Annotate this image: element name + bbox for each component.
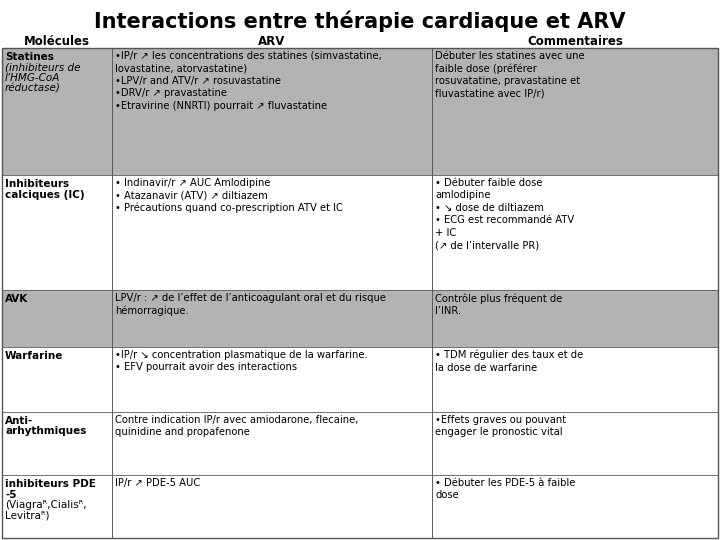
Bar [2, 475, 112, 538]
Text: • Débuter les PDE-5 à faible
dose: • Débuter les PDE-5 à faible dose [435, 478, 575, 501]
Text: Inhibiteurs: Inhibiteurs [5, 179, 69, 189]
Bar [432, 475, 718, 538]
Bar [2, 48, 112, 175]
Text: réductase): réductase) [5, 84, 61, 93]
Text: arhythmiques: arhythmiques [5, 427, 86, 436]
Text: Commentaires: Commentaires [527, 35, 623, 48]
Text: l’HMG-CoA: l’HMG-CoA [5, 73, 60, 83]
Text: (inhibiteurs de: (inhibiteurs de [5, 63, 81, 72]
Text: •IP/r ↗ les concentrations des statines (simvastatine,
lovastatine, atorvastatin: •IP/r ↗ les concentrations des statines … [115, 51, 382, 111]
Bar [432, 412, 718, 475]
Bar [432, 290, 718, 347]
Bar [432, 175, 718, 290]
Text: • Débuter faible dose
amlodipine
• ↘ dose de diltiazem
• ECG est recommandé ATV
: • Débuter faible dose amlodipine • ↘ dos… [435, 178, 575, 250]
Bar [2, 175, 112, 290]
Text: Contre indication IP/r avec amiodarone, flecaine,
quinidine and propafenone: Contre indication IP/r avec amiodarone, … [115, 415, 359, 437]
Text: Anti-: Anti- [5, 416, 33, 426]
Text: Warfarine: Warfarine [5, 351, 63, 361]
Text: Débuter les statines avec une
faible dose (préférer
rosuvatatine, pravastatine e: Débuter les statines avec une faible dos… [435, 51, 585, 99]
Bar [432, 48, 718, 175]
Bar [112, 347, 432, 412]
Text: inhibiteurs PDE: inhibiteurs PDE [5, 479, 96, 489]
Text: IP/r ↗ PDE-5 AUC: IP/r ↗ PDE-5 AUC [115, 478, 200, 488]
Text: ARV: ARV [258, 35, 286, 48]
Bar [112, 48, 432, 175]
Bar [112, 175, 432, 290]
Text: AVK: AVK [5, 294, 28, 304]
Bar [2, 290, 112, 347]
Text: calciques (IC): calciques (IC) [5, 190, 85, 199]
Text: • Indinavir/r ↗ AUC Amlodipine
• Atazanavir (ATV) ↗ diltiazem
• Précautions quan: • Indinavir/r ↗ AUC Amlodipine • Atazana… [115, 178, 343, 213]
Text: Statines: Statines [5, 52, 54, 62]
Text: Contrôle plus fréquent de
l’INR.: Contrôle plus fréquent de l’INR. [435, 293, 562, 316]
Text: LPV/r : ↗ de l’effet de l’anticoagulant oral et du risque
hémorragique.: LPV/r : ↗ de l’effet de l’anticoagulant … [115, 293, 386, 316]
Text: -5: -5 [5, 489, 17, 500]
Text: • TDM régulier des taux et de
la dose de warfarine: • TDM régulier des taux et de la dose de… [435, 350, 583, 373]
Bar [112, 475, 432, 538]
Bar [2, 347, 112, 412]
Text: •IP/r ↘ concentration plasmatique de la warfarine.
• EFV pourrait avoir des inte: •IP/r ↘ concentration plasmatique de la … [115, 350, 368, 373]
Bar [112, 412, 432, 475]
Bar [112, 290, 432, 347]
Bar [2, 412, 112, 475]
Text: (Viagraᴿ,Cialisᴿ,: (Viagraᴿ,Cialisᴿ, [5, 500, 86, 510]
Text: •Effets graves ou pouvant
engager le pronostic vital: •Effets graves ou pouvant engager le pro… [435, 415, 566, 437]
Text: Levitraᴿ): Levitraᴿ) [5, 510, 50, 521]
Text: Interactions entre thérapie cardiaque et ARV: Interactions entre thérapie cardiaque et… [94, 10, 626, 31]
Bar [432, 347, 718, 412]
Text: Molécules: Molécules [24, 35, 90, 48]
